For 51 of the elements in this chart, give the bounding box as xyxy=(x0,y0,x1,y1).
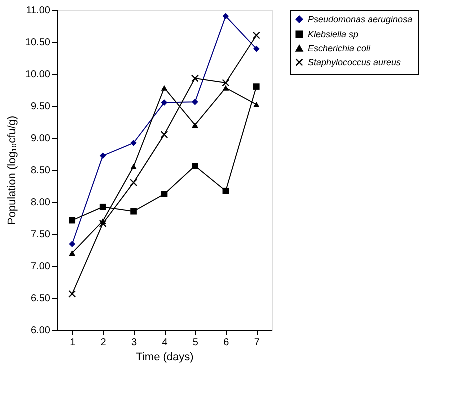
point xyxy=(69,250,76,256)
point xyxy=(253,46,260,52)
legend-label: Staphylococcus aureus xyxy=(308,58,402,68)
y-tick-label: 7.50 xyxy=(31,230,51,240)
point xyxy=(222,188,230,194)
x-tick-label: 3 xyxy=(132,338,138,348)
point xyxy=(161,85,168,91)
point xyxy=(68,290,76,298)
point xyxy=(222,79,230,87)
legend-label: Klebsiella sp xyxy=(308,30,359,40)
point xyxy=(161,100,168,106)
legend-label: Pseudomonas aeruginosa xyxy=(308,14,413,24)
point xyxy=(69,217,76,224)
legend-label: Escherichia coli xyxy=(308,44,372,54)
point xyxy=(99,220,107,228)
point xyxy=(161,191,168,198)
y-tick-label: 6.00 xyxy=(31,326,51,336)
y-tick-label: 11.00 xyxy=(26,6,51,16)
point xyxy=(130,208,137,215)
y-tick-label: 10.00 xyxy=(25,70,51,80)
point xyxy=(222,85,230,91)
point xyxy=(191,74,199,82)
point xyxy=(130,179,138,187)
y-tick-label: 8.00 xyxy=(31,198,51,208)
y-tick-label: 8.50 xyxy=(31,166,51,176)
point xyxy=(253,102,260,108)
y-tick-label: 7.00 xyxy=(31,262,51,272)
point xyxy=(130,164,137,170)
point xyxy=(192,122,198,128)
point xyxy=(100,152,106,160)
x-tick-label: 5 xyxy=(192,338,199,348)
y-tick-label: 6.50 xyxy=(31,294,51,304)
y-tick-label: 9.00 xyxy=(31,134,51,144)
y-tick-label: 10.50 xyxy=(25,38,51,48)
point xyxy=(69,241,76,248)
x-tick-label: 7 xyxy=(254,338,260,348)
point xyxy=(252,32,260,40)
point xyxy=(222,13,230,20)
point xyxy=(192,163,198,170)
point xyxy=(192,99,198,106)
point xyxy=(160,131,168,139)
x-axis-title: Time (days) xyxy=(136,352,194,364)
x-tick-label: 4 xyxy=(162,338,168,348)
x-tick-label: 1 xyxy=(70,338,76,348)
y-tick-label: 9.50 xyxy=(31,102,51,112)
point xyxy=(130,140,137,146)
point xyxy=(253,84,260,90)
x-tick-label: 2 xyxy=(100,338,107,348)
point xyxy=(100,204,106,210)
y-axis-title: Population (log₁₀cfu/g) xyxy=(6,116,18,226)
x-tick-label: 6 xyxy=(224,338,230,348)
